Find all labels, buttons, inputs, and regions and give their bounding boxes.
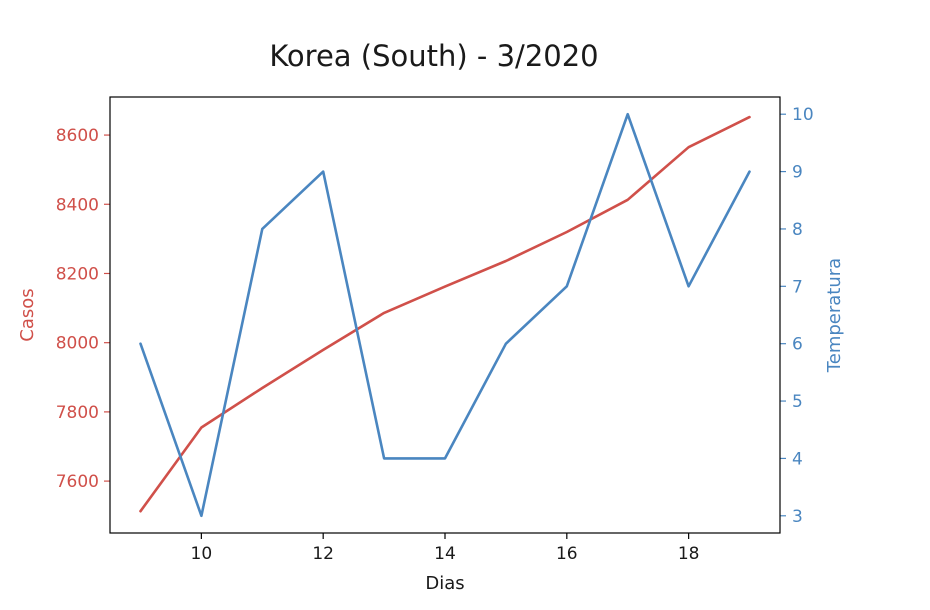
x-tick-label: 16 bbox=[556, 544, 578, 564]
left-tick-label: 8200 bbox=[56, 264, 99, 284]
right-axis-label: Temperatura bbox=[824, 258, 845, 373]
left-axis-label: Casos bbox=[17, 288, 38, 341]
left-tick-label: 7800 bbox=[56, 403, 99, 423]
x-tick-label: 10 bbox=[191, 544, 213, 564]
x-axis-label: Dias bbox=[425, 573, 464, 594]
left-tick-label: 7600 bbox=[56, 472, 99, 492]
right-tick-label: 6 bbox=[792, 335, 803, 355]
right-tick-label: 8 bbox=[792, 220, 803, 240]
left-tick-label: 8400 bbox=[56, 195, 99, 215]
temperatura-series-line bbox=[139, 112, 751, 518]
right-tick-label: 7 bbox=[792, 277, 803, 297]
chart-title: Korea (South) - 3/2020 bbox=[269, 39, 598, 73]
right-tick-label: 10 bbox=[792, 105, 814, 125]
left-tick-label: 8000 bbox=[56, 334, 99, 354]
casos-series-line bbox=[139, 115, 751, 513]
right-tick-label: 9 bbox=[792, 163, 803, 183]
x-tick-label: 14 bbox=[434, 544, 456, 564]
x-tick-label: 18 bbox=[678, 544, 700, 564]
plot-frame bbox=[109, 96, 781, 534]
right-tick-label: 3 bbox=[792, 507, 803, 527]
x-tick-label: 12 bbox=[312, 544, 334, 564]
left-tick-label: 8600 bbox=[56, 126, 99, 146]
right-tick-label: 5 bbox=[792, 392, 803, 412]
right-tick-label: 4 bbox=[792, 449, 803, 469]
